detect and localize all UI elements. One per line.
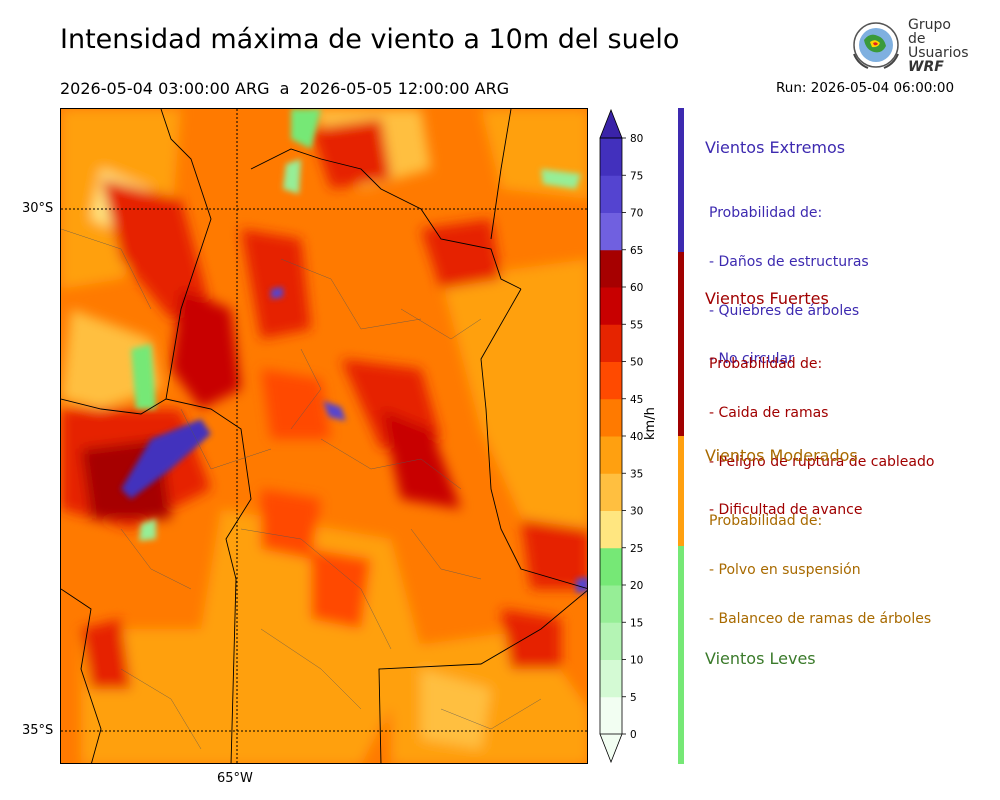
legend-extreme: Vientos Extremos Probabilidad de: - Daño… [705, 138, 869, 400]
colorbar-tick-label: 60 [630, 282, 643, 294]
legend-extreme-line: Probabilidad de: [709, 205, 823, 222]
colorbar-bin [600, 249, 622, 288]
logo-text-line2: Usuarios [908, 45, 969, 61]
colorbar-tick-label: 25 [630, 543, 643, 555]
colorbar-bin [600, 622, 622, 660]
legend-strong-line: - Peligro de ruptura de cableado [709, 453, 935, 470]
colorbar-tick-label: 80 [630, 133, 643, 145]
colorbar-bin [600, 547, 622, 586]
legend-bar-moderate [678, 436, 684, 546]
legend-moderate-title: Vientos Moderados [705, 446, 858, 465]
wrf-logo: Grupo de Usuarios WRF [848, 17, 969, 75]
colorbar-bin [600, 659, 622, 698]
legend-strong-title: Vientos Fuertes [705, 289, 829, 308]
colorbar-unit-label: km/h [643, 407, 658, 440]
colorbar-extend-low [599, 733, 623, 764]
logo-text-line3: WRF [908, 59, 944, 75]
map-title: Intensidad máxima de viento a 10m del su… [60, 24, 680, 55]
lon-label-65w: 65°W [217, 771, 253, 786]
legend-bar-strong [678, 252, 684, 436]
colorbar-bin [600, 212, 622, 251]
legend-moderate-line: - Polvo en suspensión [709, 562, 861, 579]
colorbar-tick-label: 30 [630, 506, 643, 518]
legend-strong-line: - Dificultad de avance [709, 502, 863, 519]
legend-extreme-line: - Daños de estructuras [709, 254, 869, 271]
colorbar-tick-label: 70 [630, 208, 643, 220]
legend-extreme-title: Vientos Extremos [705, 138, 846, 157]
colorbar-tick-label: 55 [630, 319, 643, 331]
wind-field-raster [61, 109, 587, 763]
colorbar-tick-label: 75 [630, 170, 643, 182]
colorbar-bin [600, 473, 622, 511]
legend-strong-line: - Caida de ramas [709, 405, 829, 422]
legend-strong-line: Probabilidad de: [709, 356, 823, 373]
colorbar-tick-label: 45 [630, 394, 643, 406]
legend-moderate: Vientos Moderados Probabilidad de: - Pol… [705, 446, 931, 659]
colorbar-tick-label: 50 [630, 357, 643, 369]
colorbar-tick-label: 10 [630, 655, 643, 667]
colorbar-bin [600, 361, 622, 400]
logo-text-line1: Grupo de [908, 17, 951, 47]
colorbar-tick-label: 15 [630, 617, 643, 629]
legend-light: Vientos Leves [705, 649, 816, 668]
legend-moderate-line: - Balanceo de ramas de árboles [709, 610, 932, 627]
legend-moderate-line: Probabilidad de: [709, 513, 823, 530]
colorbar-extend-high [599, 108, 623, 139]
colorbar-bin [600, 287, 622, 325]
legend-strong: Vientos Fuertes Probabilidad de: - Caida… [705, 289, 934, 551]
colorbar-tick-label: 65 [630, 245, 643, 257]
lat-label-35s: 35°S [22, 723, 54, 738]
forecast-period: 2026-05-04 03:00:00 ARG a 2026-05-05 12:… [60, 79, 510, 98]
colorbar-scale: 0 5 10 15 20 25 30 35 40 45 50 55 60 65 70 75 80 [599, 108, 643, 764]
colorbar-tick-label: 5 [630, 692, 637, 704]
colorbar-bin [600, 138, 622, 176]
legend-bar-light [678, 546, 684, 764]
colorbar-bin [600, 510, 622, 549]
legend-light-title: Vientos Leves [705, 649, 816, 668]
colorbar-bin [600, 324, 622, 362]
legend-bar-extreme [678, 108, 684, 252]
colorbar-tick-label: 0 [630, 729, 637, 741]
colorbar-bin [600, 175, 622, 213]
colorbar-bin [600, 398, 622, 437]
wind-map [60, 108, 588, 764]
globe-icon [853, 22, 899, 69]
lat-label-30s: 30°S [22, 201, 54, 216]
legend-extreme-line: - No circular [709, 351, 794, 368]
colorbar-bin [600, 436, 622, 474]
colorbar-bin [600, 696, 622, 735]
colorbar-tick-label: 40 [630, 431, 643, 443]
legend-extreme-line: - Quiebres de árboles [709, 302, 860, 319]
colorbar-bin [600, 585, 622, 623]
colorbar: 0 5 10 15 20 25 30 35 40 45 50 55 60 65 70 75 80 [598, 108, 658, 764]
colorbar-tick-label: 20 [630, 580, 643, 592]
run-timestamp: Run: 2026-05-04 06:00:00 [776, 80, 955, 96]
colorbar-tick-label: 35 [630, 468, 643, 480]
